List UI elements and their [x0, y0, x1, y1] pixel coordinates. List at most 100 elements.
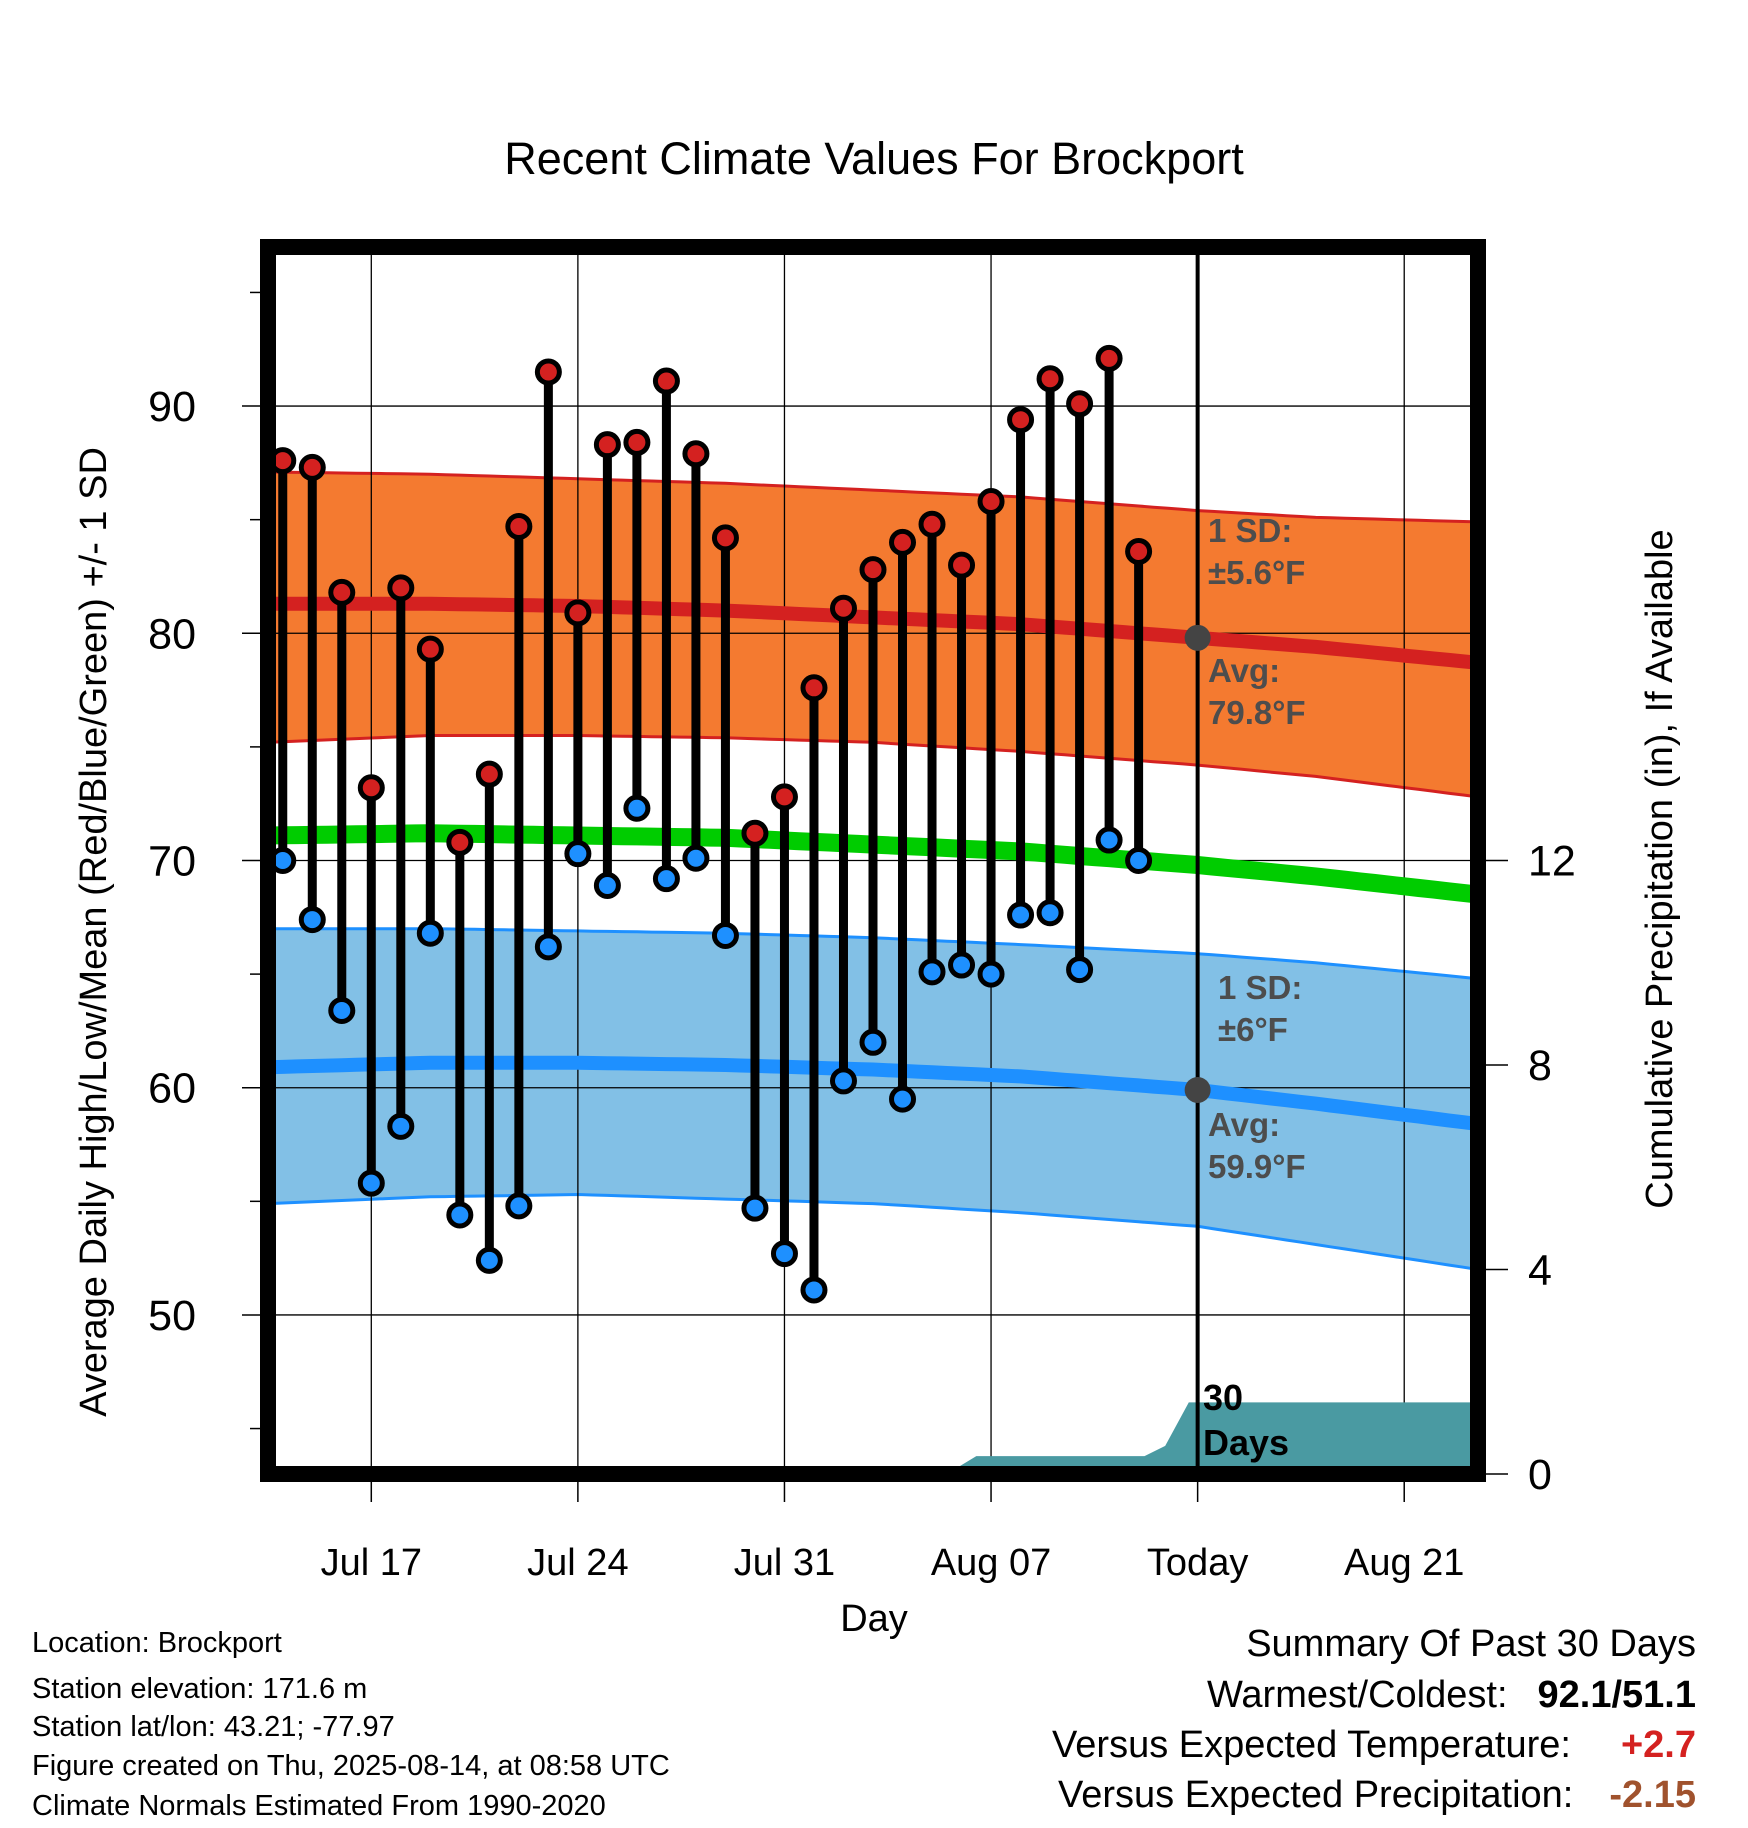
y-tick-label: 80 — [148, 610, 196, 658]
daily-high-point — [387, 574, 415, 602]
daily-high-point — [741, 819, 769, 847]
daily-low-point — [1007, 901, 1035, 929]
daily-low-point — [1066, 956, 1094, 984]
today-low-normal-marker — [1184, 1076, 1211, 1103]
daily-high-point — [800, 674, 828, 702]
high-sd-upper-line — [268, 470, 1478, 524]
daily-low-point — [770, 1240, 798, 1268]
summary-warmest-row: Warmest/Coldest: 92.1/51.1 — [1207, 1673, 1696, 1717]
daily-low-point — [446, 1201, 474, 1229]
x-tick-label: Jul 17 — [321, 1542, 422, 1584]
daily-high-point — [623, 428, 651, 456]
chart-title: Recent Climate Values For Brockport — [504, 133, 1244, 184]
high-sd-label: 1 SD: — [1208, 512, 1292, 549]
high-sd-value: ±5.6°F — [1208, 554, 1305, 591]
daily-low-point — [889, 1085, 917, 1113]
daily-low-point — [829, 1067, 857, 1095]
summary-temp-value: +2.7 — [1620, 1724, 1696, 1766]
daily-low-point — [534, 933, 562, 961]
daily-high-point — [1007, 406, 1035, 434]
daily-high-point — [357, 774, 385, 802]
daily-high-point — [682, 440, 710, 468]
summary-precip-label: Versus Expected Precipitation: — [1057, 1774, 1574, 1816]
footer-normals: Climate Normals Estimated From 1990-2020 — [32, 1790, 606, 1822]
daily-low-point — [948, 951, 976, 979]
x-axis-label: Day — [840, 1598, 908, 1640]
low-sd-value: ±6°F — [1218, 1011, 1288, 1048]
days-word-label: Days — [1203, 1422, 1289, 1463]
footer-location: Location: Brockport — [32, 1627, 282, 1659]
daily-low-point — [357, 1169, 385, 1197]
today-high-normal-marker — [1184, 624, 1211, 651]
daily-high-point — [1095, 344, 1123, 372]
daily-low-point — [328, 996, 356, 1024]
daily-low-point — [682, 844, 710, 872]
footer-elevation: Station elevation: 171.6 m — [32, 1673, 368, 1705]
axes: 50 60 70 80 90 0 4 8 12 Jul 17 Jul 24 Jul 31 Aug 07 T… — [148, 291, 1576, 1584]
daily-low-point — [1036, 899, 1064, 927]
daily-high-point — [859, 556, 887, 584]
daily-high-point — [328, 578, 356, 606]
low-sd-label: 1 SD: — [1218, 969, 1302, 1006]
daily-high-point — [298, 453, 326, 481]
daily-high-point — [1066, 390, 1094, 418]
daily-low-point — [505, 1192, 533, 1220]
summary-temp-row: Versus Expected Temperature: +2.7 — [1052, 1723, 1696, 1767]
plot-border — [260, 239, 1486, 1482]
daily-high-point — [948, 551, 976, 579]
x-tick-label: Jul 31 — [734, 1542, 835, 1584]
daily-high-point — [446, 828, 474, 856]
x-tick-label: Aug 21 — [1344, 1542, 1464, 1584]
daily-high-point — [918, 510, 946, 538]
y-tick-label: 60 — [148, 1065, 196, 1113]
y2-tick-label: 4 — [1528, 1247, 1552, 1295]
daily-high-point — [977, 487, 1005, 515]
low-avg-label: Avg: — [1208, 1106, 1280, 1143]
daily-low-point — [475, 1246, 503, 1274]
daily-high-point — [829, 594, 857, 622]
summary-title: Summary Of Past 30 Days — [1246, 1623, 1696, 1665]
x-tick-label: Aug 07 — [931, 1542, 1051, 1584]
daily-low-point — [1095, 826, 1123, 854]
high-avg-label: Avg: — [1208, 652, 1280, 689]
y2-tick-label: 8 — [1528, 1042, 1552, 1090]
low-sd-lower-line — [268, 1192, 1478, 1271]
daily-low-point — [918, 958, 946, 986]
plot-clipped-group: 1 SD: ±5.6°F Avg: 79.8°F 1 SD: ±6°F Avg: 59.9°F… — [268, 247, 1478, 1474]
daily-low-point — [623, 794, 651, 822]
daily-high-point — [564, 599, 592, 627]
y2-tick-label: 0 — [1528, 1451, 1552, 1499]
summary-precip-row: Versus Expected Precipitation: -2.15 — [1058, 1773, 1696, 1817]
y2-axis-label: Cumulative Precipitation (in), If Availa… — [1639, 529, 1681, 1208]
daily-low-point — [387, 1112, 415, 1140]
daily-high-point — [475, 760, 503, 788]
high-avg-value: 79.8°F — [1208, 694, 1306, 731]
daily-high-point — [505, 512, 533, 540]
daily-high-point — [1036, 365, 1064, 393]
summary-warmest-label: Warmest/Coldest: — [1206, 1674, 1508, 1716]
daily-low-point — [298, 906, 326, 934]
daily-high-point — [652, 367, 680, 395]
daily-low-point — [593, 871, 621, 899]
daily-low-point — [1125, 847, 1153, 874]
normal-low-line — [268, 1055, 1478, 1132]
low-avg-value: 59.9°F — [1208, 1148, 1306, 1185]
daily-low-point — [416, 919, 444, 947]
daily-low-point — [977, 960, 1005, 988]
precip-area — [946, 1402, 1478, 1474]
summary-temp-label: Versus Expected Temperature: — [1052, 1724, 1571, 1766]
daily-low-point — [859, 1028, 887, 1056]
summary-warmest-value: 92.1/51.1 — [1537, 1674, 1696, 1716]
daily-low-point — [564, 840, 592, 868]
y-axis-label: Average Daily High/Low/Mean (Red/Blue/Gr… — [73, 447, 115, 1417]
summary-precip-value: -2.15 — [1609, 1774, 1696, 1816]
y-tick-label: 90 — [148, 383, 196, 431]
daily-high-point — [889, 528, 917, 556]
footer-created: Figure created on Thu, 2025-08-14, at 08… — [32, 1750, 670, 1782]
days-count-label: 30 — [1203, 1377, 1243, 1418]
y2-tick-label: 12 — [1528, 838, 1576, 886]
y-tick-label: 50 — [148, 1292, 196, 1340]
daily-low-point — [652, 865, 680, 893]
x-tick-label: Today — [1147, 1542, 1248, 1584]
